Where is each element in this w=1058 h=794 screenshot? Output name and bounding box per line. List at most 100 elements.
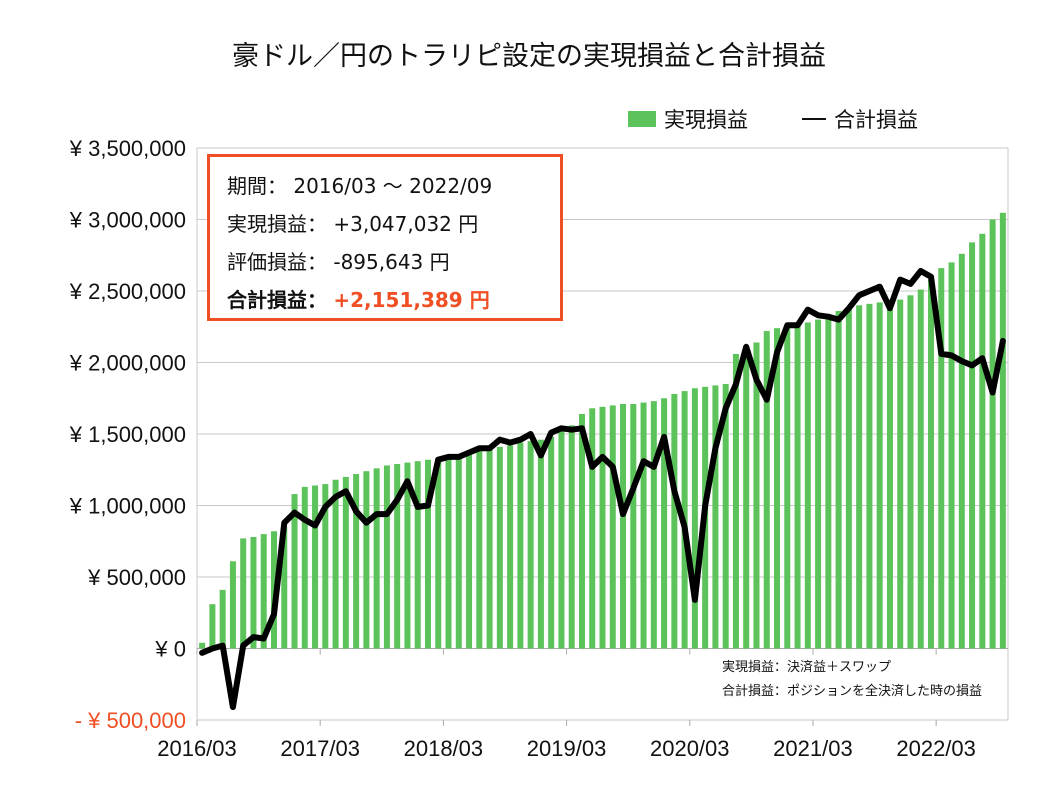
bar (671, 393, 678, 649)
bar (928, 279, 935, 649)
bar (383, 465, 390, 649)
bar (517, 442, 524, 649)
bar (876, 302, 883, 649)
summary-box: 期間： 2016/03 ～ 2022/09 実現損益： +3,047,032 円… (207, 154, 563, 321)
bar (938, 268, 945, 649)
bar (260, 534, 267, 649)
bar (958, 253, 965, 649)
bar (825, 315, 832, 649)
bar (845, 308, 852, 649)
total-pnl-line (199, 268, 1006, 711)
x-tick-label: 2017/03 (280, 736, 360, 761)
y-tick-label: ¥ 1,500,000 (69, 422, 186, 447)
bar (804, 322, 811, 649)
bar (414, 461, 421, 649)
bar (774, 328, 781, 649)
bar (291, 494, 298, 649)
bar (537, 439, 544, 649)
bar (886, 301, 893, 649)
bar (445, 456, 452, 649)
bar (599, 406, 606, 649)
bar (815, 319, 822, 649)
bar (722, 383, 729, 649)
bar (199, 642, 206, 649)
bar (496, 446, 503, 649)
y-tick-label: ¥ 500,000 (87, 565, 186, 590)
bar (753, 342, 760, 649)
bar (312, 485, 319, 649)
y-tick-label: ¥ 3,000,000 (69, 208, 186, 233)
x-tick-label: 2020/03 (650, 736, 730, 761)
note-total: 合計損益：ポジションを全決済した時の損益 (722, 684, 983, 699)
bar (589, 408, 596, 649)
bar (856, 305, 863, 649)
bar (548, 436, 555, 649)
bar (404, 462, 411, 649)
period-label: 期間： (227, 174, 287, 198)
y-tick-label: ¥ 2,500,000 (69, 279, 186, 304)
bar (353, 474, 360, 649)
bar (322, 484, 329, 649)
realized-label: 実現損益： (227, 212, 327, 236)
bar (609, 405, 616, 649)
bar (948, 262, 955, 649)
total-label: 合計損益： (227, 288, 327, 312)
bar (620, 403, 627, 649)
bar (999, 212, 1006, 649)
legend-swatch-bar (628, 111, 656, 127)
bar (712, 385, 719, 649)
x-tick-label: 2021/03 (773, 736, 853, 761)
bar (578, 413, 585, 649)
period-value: 2016/03 ～ 2022/09 (293, 174, 493, 198)
bar (455, 455, 462, 649)
note-realized: 実現損益：決済益＋スワップ (722, 660, 892, 675)
bar (650, 401, 657, 649)
bar (763, 331, 770, 649)
bar (661, 398, 668, 649)
bar (240, 538, 247, 649)
bar (897, 299, 904, 649)
y-tick-label: ¥ 0 (154, 637, 186, 662)
bar (486, 448, 493, 649)
bar (630, 403, 637, 649)
bar (250, 536, 257, 649)
bar (835, 311, 842, 649)
unrealized-label: 評価損益： (227, 250, 327, 274)
bar (209, 604, 216, 649)
bar (476, 449, 483, 649)
bar (691, 388, 698, 649)
bar (568, 425, 575, 649)
bar (732, 353, 739, 649)
bar (917, 289, 924, 649)
bar (979, 233, 986, 649)
bar (281, 526, 288, 649)
bar (907, 295, 914, 649)
bar (507, 445, 514, 649)
bar (466, 452, 473, 649)
unrealized-value: -895,643 円 (333, 250, 450, 274)
realized-value: +3,047,032 円 (333, 212, 479, 236)
legend-label-realized: 実現損益 (664, 108, 748, 132)
bar (332, 479, 339, 649)
legend-swatch-line (802, 118, 826, 120)
bar (784, 325, 791, 649)
bar (743, 346, 750, 649)
bar (989, 219, 996, 649)
y-tick-label: - ¥ 500,000 (75, 708, 186, 733)
y-tick-label: ¥ 2,000,000 (69, 351, 186, 376)
x-tick-label: 2018/03 (404, 736, 484, 761)
bar (342, 476, 349, 649)
y-tick-label: ¥ 1,000,000 (69, 494, 186, 519)
bar (424, 459, 431, 649)
notes: 実現損益：決済益＋スワップ 合計損益：ポジションを全決済した時の損益 (722, 656, 982, 704)
legend-label-total: 合計損益 (834, 108, 918, 132)
bar (527, 441, 534, 649)
bar (969, 242, 976, 649)
x-tick-label: 2016/03 (157, 736, 237, 761)
y-tick-label: ¥ 3,500,000 (69, 136, 186, 161)
legend: 実現損益 合計損益 (628, 104, 918, 134)
bar (558, 431, 565, 649)
bar (866, 303, 873, 649)
